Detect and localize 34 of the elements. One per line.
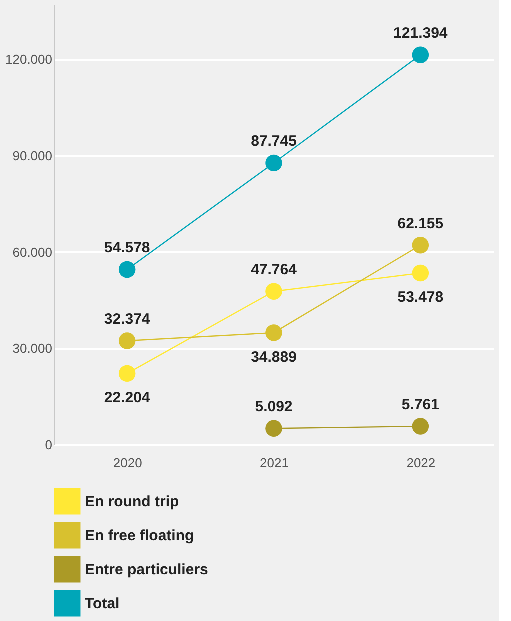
x-tick-label: 2020 [113, 456, 142, 470]
point [266, 420, 282, 437]
point [412, 46, 430, 64]
y-tick-label: 120.000 [6, 52, 52, 68]
data-label: 5.092 [255, 398, 293, 416]
point [118, 332, 136, 350]
point [118, 261, 136, 278]
data-label: 54.578 [104, 240, 150, 257]
y-tick-label: 60.000 [12, 244, 52, 260]
point [266, 283, 282, 300]
y-tick-label: 0 [45, 438, 52, 452]
legend-label: Total [85, 596, 120, 612]
data-label: 62.155 [398, 215, 444, 232]
point [412, 418, 430, 435]
point [266, 324, 282, 342]
legend-label: Entre particuliers [85, 562, 208, 578]
y-tick-label: 90.000 [12, 148, 52, 164]
data-label: 32.374 [104, 311, 151, 328]
data-label: 53.478 [398, 289, 444, 306]
legend-label: En free floating [85, 528, 194, 544]
legend-label: En round trip [85, 494, 180, 510]
point [266, 154, 282, 172]
data-label: 121.394 [394, 25, 448, 42]
data-label: 47.764 [251, 262, 298, 279]
data-label: 22.204 [104, 390, 151, 407]
data-label: 87.745 [251, 133, 297, 150]
data-label: 34.889 [251, 348, 297, 366]
point [118, 365, 136, 382]
x-tick-label: 2022 [406, 456, 436, 470]
y-tick-label: 30.000 [12, 341, 52, 356]
data-label: 5.761 [402, 396, 440, 414]
point [412, 264, 430, 282]
x-tick-label: 2021 [260, 456, 289, 470]
point [412, 237, 430, 254]
